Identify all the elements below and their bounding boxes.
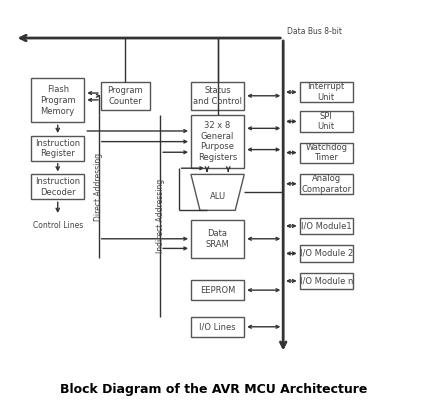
Text: Watchdog
Timer: Watchdog Timer bbox=[305, 143, 346, 162]
Text: Analog
Comparator: Analog Comparator bbox=[300, 174, 351, 194]
Bar bbox=[299, 273, 352, 289]
Text: I/O Lines: I/O Lines bbox=[199, 322, 235, 331]
Text: Instruction
Decoder: Instruction Decoder bbox=[35, 177, 80, 197]
Bar bbox=[190, 82, 244, 110]
Text: Interrupt
Unit: Interrupt Unit bbox=[307, 82, 344, 102]
Bar bbox=[101, 82, 150, 110]
Bar bbox=[190, 115, 244, 168]
Bar bbox=[190, 317, 244, 337]
Text: I/O Module 2: I/O Module 2 bbox=[299, 249, 352, 258]
Bar bbox=[299, 82, 352, 102]
Text: ALU: ALU bbox=[209, 192, 225, 201]
Bar bbox=[299, 143, 352, 163]
Text: Flash
Program
Memory: Flash Program Memory bbox=[40, 85, 75, 116]
Text: Status
and Control: Status and Control bbox=[193, 86, 242, 105]
Text: Control Lines: Control Lines bbox=[32, 221, 83, 230]
Bar bbox=[190, 220, 244, 258]
Text: Indirect Addressing: Indirect Addressing bbox=[155, 179, 164, 253]
Text: Data Bus 8-bit: Data Bus 8-bit bbox=[287, 27, 342, 36]
Bar bbox=[299, 174, 352, 194]
Bar bbox=[31, 136, 84, 161]
Polygon shape bbox=[190, 174, 244, 211]
Text: Direct Addressing: Direct Addressing bbox=[94, 152, 103, 220]
Text: Data
SRAM: Data SRAM bbox=[205, 229, 229, 249]
Text: Instruction
Register: Instruction Register bbox=[35, 138, 80, 158]
Bar bbox=[299, 245, 352, 262]
Bar bbox=[31, 174, 84, 199]
Text: Program
Counter: Program Counter bbox=[107, 86, 143, 105]
Text: SPI
Unit: SPI Unit bbox=[317, 112, 334, 131]
Bar bbox=[299, 218, 352, 234]
Bar bbox=[190, 280, 244, 300]
Text: I/O Module1: I/O Module1 bbox=[300, 222, 351, 230]
Text: 32 x 8
General
Purpose
Registers: 32 x 8 General Purpose Registers bbox=[198, 121, 237, 162]
Bar bbox=[31, 78, 84, 122]
Bar bbox=[299, 111, 352, 131]
Text: Block Diagram of the AVR MCU Architecture: Block Diagram of the AVR MCU Architectur… bbox=[60, 383, 366, 396]
Text: EEPROM: EEPROM bbox=[199, 286, 235, 295]
Text: I/O Module n: I/O Module n bbox=[299, 276, 352, 286]
